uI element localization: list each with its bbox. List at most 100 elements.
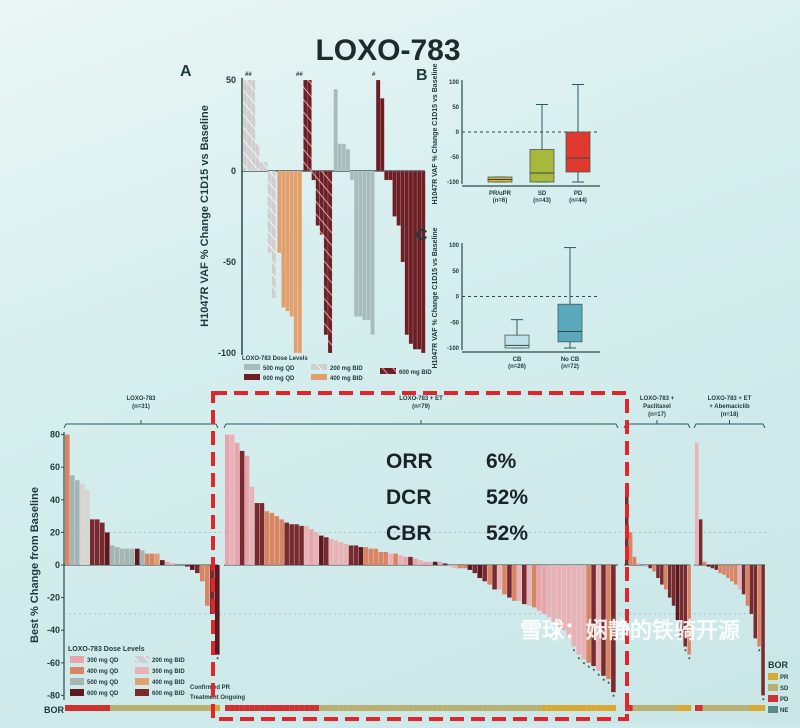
metric-value: 52% xyxy=(486,486,528,509)
panel-a-bar xyxy=(345,148,351,172)
waterfall-bar xyxy=(170,563,175,565)
legend-swatch xyxy=(244,364,260,370)
bor-cell xyxy=(648,705,653,711)
waterfall-bar xyxy=(358,547,364,565)
bor-cell xyxy=(536,705,542,711)
waterfall-bar xyxy=(531,565,537,608)
bor-cell xyxy=(314,705,320,711)
waterfall-bar xyxy=(333,540,339,565)
bor-cell xyxy=(393,705,399,711)
waterfall-bar xyxy=(571,565,577,647)
panel-a-bar xyxy=(271,170,277,299)
panel-a-bar xyxy=(375,79,381,172)
waterfall-bar xyxy=(596,565,601,671)
panel-a-bar xyxy=(337,143,343,172)
bor-cell xyxy=(710,705,715,711)
waterfall-bar xyxy=(120,548,125,565)
waterfall-bar xyxy=(413,558,418,565)
panel-a-bar xyxy=(307,79,312,172)
bor-cell xyxy=(757,705,762,711)
panel-a-bar xyxy=(388,170,393,181)
bor-cell xyxy=(591,705,597,711)
bor-cell xyxy=(378,705,384,711)
waterfall-bar xyxy=(338,542,344,565)
legend-swatch xyxy=(70,689,84,696)
waterfall-bar xyxy=(576,565,581,655)
group-name: LOXO-783 xyxy=(126,396,156,402)
legend-swatch xyxy=(311,364,327,370)
panel-a-bar xyxy=(396,170,401,226)
waterfall-bar xyxy=(388,553,393,565)
bor-cell xyxy=(90,705,95,711)
bor-cell xyxy=(437,705,443,711)
waterfall-bar xyxy=(517,565,522,601)
bor-cell xyxy=(100,705,105,711)
legend-label: 200 mg BID xyxy=(152,658,185,664)
bor-cell xyxy=(254,705,260,711)
bor-cell xyxy=(105,705,110,711)
confirmed-pr-marker: * xyxy=(593,669,596,675)
waterfall-bar xyxy=(656,565,660,579)
panel-a-bar xyxy=(246,79,252,172)
confirmed-pr-marker: * xyxy=(607,682,610,688)
waterfall-bar xyxy=(110,545,115,565)
bor-cell xyxy=(467,705,473,711)
y-tick-label: 50 xyxy=(452,269,459,275)
confirmed-pr-marker: * xyxy=(216,658,219,664)
panel-a-bar xyxy=(277,170,282,254)
category-label: SD xyxy=(538,191,547,197)
waterfall-bar xyxy=(393,553,398,565)
legend-swatch xyxy=(70,667,84,674)
legend-swatch xyxy=(244,374,260,380)
bor-cell xyxy=(363,705,369,711)
waterfall-bar xyxy=(254,503,260,565)
waterfall-bar xyxy=(671,565,676,606)
waterfall-bar xyxy=(85,490,90,565)
bor-cell xyxy=(234,705,240,711)
waterfall-bar xyxy=(423,561,428,565)
bor-cell xyxy=(753,705,758,711)
panel-a-bar xyxy=(404,170,410,336)
y-tick-label: 0 xyxy=(456,295,460,301)
waterfall-bar xyxy=(561,565,567,631)
waterfall-bar xyxy=(734,565,738,585)
bor-legend-label: PD xyxy=(780,697,789,703)
bor-cell xyxy=(244,705,250,711)
bor-cell xyxy=(472,705,478,711)
bor-cell xyxy=(640,705,645,711)
group-name: + Abemaciclib xyxy=(709,404,750,410)
bor-cell xyxy=(284,705,290,711)
panel-a-bar xyxy=(281,170,286,308)
waterfall-bar xyxy=(714,565,718,570)
panel-a-legend: 500 mg QD 600 mg QD 200 mg BID 400 mg BI… xyxy=(244,364,432,382)
panel-a-bar xyxy=(297,170,303,354)
bor-cell xyxy=(683,705,688,711)
bor-cell xyxy=(718,705,723,711)
panel-a-bar xyxy=(408,170,414,345)
waterfall-bar xyxy=(398,555,403,565)
bor-cell xyxy=(274,705,280,711)
bor-cell xyxy=(309,705,315,711)
waterfall-bar xyxy=(737,565,742,590)
bor-cell xyxy=(70,705,75,711)
waterfall-bar xyxy=(437,561,443,565)
waterfall-legend-title: LOXO-783 Dose Levels xyxy=(68,646,145,653)
panel-a-bar xyxy=(358,170,363,317)
panel-a-bar xyxy=(416,170,422,350)
bor-cell xyxy=(586,705,592,711)
waterfall-bar xyxy=(432,561,438,565)
waterfall-y-tick: 40 xyxy=(50,495,60,505)
waterfall-bar xyxy=(195,565,200,574)
waterfall-bar xyxy=(683,565,687,647)
group-n: (n=17) xyxy=(648,412,666,418)
bor-cell xyxy=(215,705,220,711)
bor-cell xyxy=(551,705,557,711)
waterfall-bar xyxy=(702,561,707,565)
legend-label: 400 mg BID xyxy=(152,680,185,686)
waterfall-bar xyxy=(687,565,691,655)
bor-cell xyxy=(726,705,731,711)
bor-cell xyxy=(660,705,664,711)
waterfall-bar xyxy=(284,522,289,565)
bor-cell xyxy=(299,705,305,711)
